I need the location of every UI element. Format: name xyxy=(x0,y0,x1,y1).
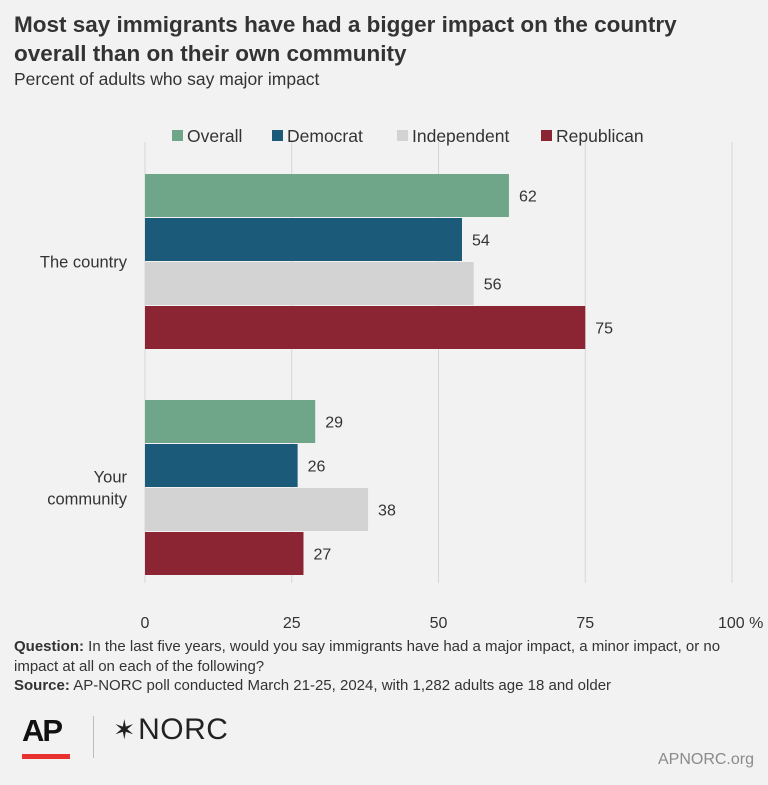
legend-swatch-democrat xyxy=(272,130,283,141)
value-label-the-country-republican: 75 xyxy=(595,321,613,338)
value-label-the-country-democrat: 54 xyxy=(472,233,490,250)
question-text: In the last five years, would you say im… xyxy=(14,638,721,675)
chart-title: Most say immigrants have had a bigger im… xyxy=(14,12,677,66)
logo-bar: AP ✶NORC APNORC.org xyxy=(0,700,768,785)
ap-logo-underline xyxy=(22,754,70,759)
legend-swatch-independent xyxy=(397,130,408,141)
question-label: Question: xyxy=(14,638,84,655)
footnote: Question: In the last five years, would … xyxy=(14,637,758,696)
bar-the-country-overall xyxy=(145,174,509,217)
value-label-your-community-independent: 38 xyxy=(378,503,396,520)
bar-your-community-republican xyxy=(145,532,304,575)
legend-swatch-overall xyxy=(172,130,183,141)
norc-star-icon: ✶ xyxy=(113,715,137,745)
bar-the-country-republican xyxy=(145,306,586,349)
logo-divider xyxy=(93,716,94,758)
value-label-your-community-republican: 27 xyxy=(313,547,331,564)
source-note: Source: AP-NORC poll conducted March 21-… xyxy=(14,676,758,696)
bar-the-country-independent xyxy=(145,262,474,305)
source-text: AP-NORC poll conducted March 21-25, 2024… xyxy=(73,677,612,694)
bar-your-community-overall xyxy=(145,400,316,443)
site-link[interactable]: APNORC.org xyxy=(657,751,754,768)
x-tick-label: 75 xyxy=(576,615,594,632)
legend-label-republican: Republican xyxy=(556,126,644,146)
value-label-the-country-overall: 62 xyxy=(519,189,537,206)
bar-your-community-independent xyxy=(145,488,369,531)
legend-label-overall: Overall xyxy=(187,126,242,146)
value-label-your-community-democrat: 26 xyxy=(308,459,326,476)
norc-logo: ✶NORC xyxy=(113,713,228,747)
chart-subtitle: Percent of adults who say major impact xyxy=(14,69,320,89)
x-tick-label: 50 xyxy=(430,615,448,632)
question-note: Question: In the last five years, would … xyxy=(14,637,758,676)
x-tick-label: 25 xyxy=(283,615,301,632)
ap-logo: AP xyxy=(22,713,63,748)
legend-label-democrat: Democrat xyxy=(287,126,363,146)
category-label-the-country: The country xyxy=(40,254,128,272)
x-tick-label: 0 xyxy=(141,615,150,632)
legend-label-independent: Independent xyxy=(412,126,509,146)
bar-the-country-democrat xyxy=(145,218,462,261)
source-label: Source: xyxy=(14,677,70,694)
bar-chart: Overall Democrat Independent Republican 62 54… xyxy=(40,126,764,632)
value-label-the-country-independent: 56 xyxy=(484,277,502,294)
norc-logo-text: NORC xyxy=(138,713,229,746)
value-label-your-community-overall: 29 xyxy=(325,415,343,432)
legend-swatch-republican xyxy=(541,130,552,141)
x-tick-label: 100 % xyxy=(718,615,763,632)
category-label-your-community: Your community xyxy=(47,469,128,509)
bar-your-community-democrat xyxy=(145,444,298,487)
